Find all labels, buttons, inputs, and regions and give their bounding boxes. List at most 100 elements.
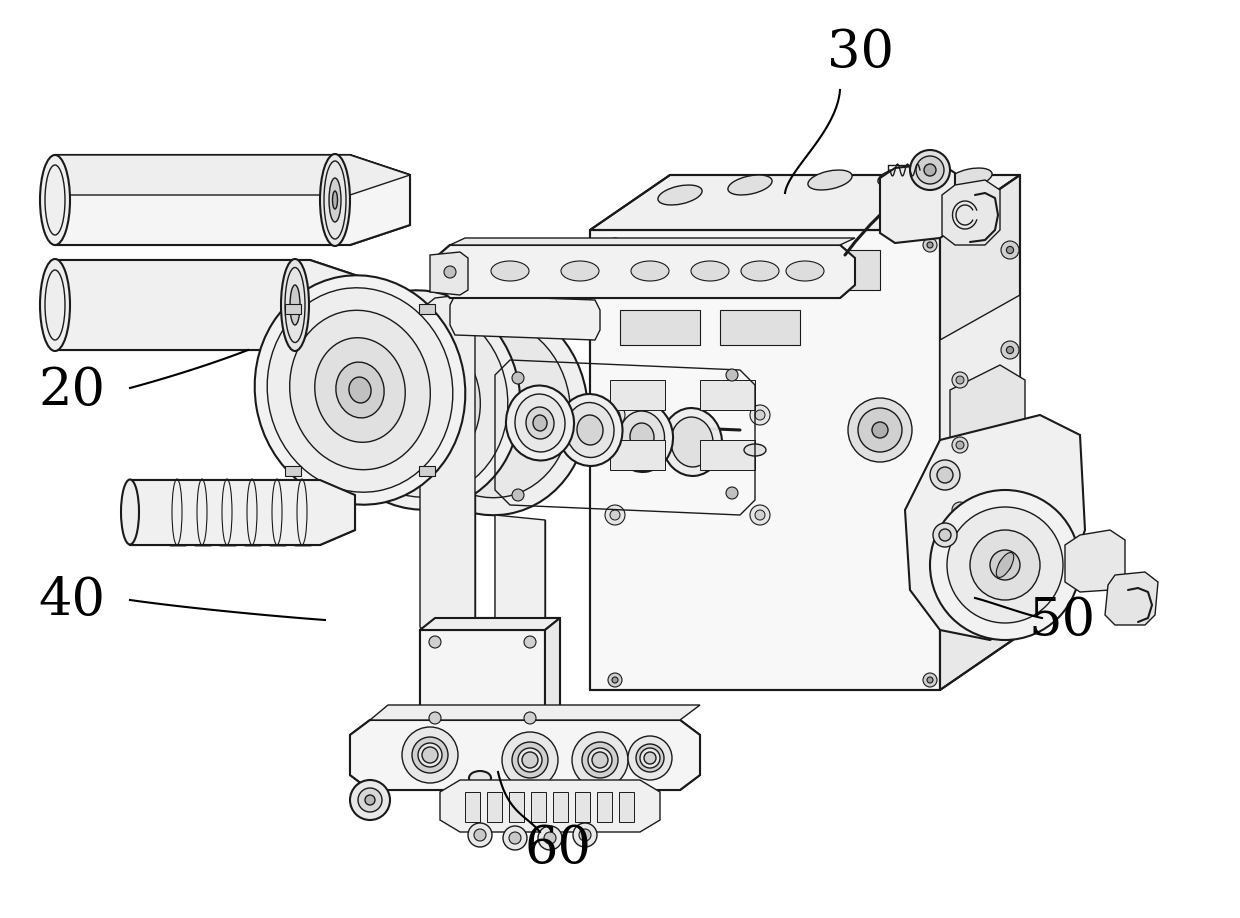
Polygon shape	[285, 466, 301, 476]
Polygon shape	[1065, 530, 1125, 592]
Circle shape	[512, 742, 548, 778]
Circle shape	[725, 369, 738, 381]
Circle shape	[930, 460, 960, 490]
Polygon shape	[420, 295, 475, 640]
Ellipse shape	[515, 394, 565, 452]
Circle shape	[579, 829, 591, 841]
Polygon shape	[435, 245, 856, 298]
Ellipse shape	[122, 479, 139, 544]
Polygon shape	[553, 792, 568, 822]
Circle shape	[608, 238, 622, 252]
Circle shape	[429, 712, 441, 724]
Ellipse shape	[526, 407, 554, 439]
Polygon shape	[620, 250, 701, 290]
Circle shape	[350, 780, 391, 820]
Polygon shape	[596, 792, 613, 822]
Polygon shape	[450, 295, 600, 340]
Circle shape	[610, 510, 620, 520]
Circle shape	[613, 677, 618, 683]
Ellipse shape	[878, 167, 923, 187]
Circle shape	[365, 795, 374, 805]
Polygon shape	[508, 792, 525, 822]
Circle shape	[947, 507, 1063, 623]
Circle shape	[508, 832, 521, 844]
Polygon shape	[419, 466, 435, 476]
Circle shape	[956, 376, 963, 384]
Circle shape	[538, 826, 562, 850]
Polygon shape	[950, 365, 1025, 495]
Circle shape	[930, 490, 1080, 640]
Text: 40: 40	[38, 575, 105, 625]
Circle shape	[990, 550, 1021, 580]
Circle shape	[412, 737, 448, 773]
Circle shape	[928, 677, 932, 683]
Circle shape	[640, 748, 660, 768]
Polygon shape	[55, 260, 370, 350]
Ellipse shape	[336, 362, 384, 418]
Circle shape	[518, 748, 542, 772]
Ellipse shape	[808, 170, 852, 190]
Ellipse shape	[392, 301, 588, 515]
Ellipse shape	[620, 411, 665, 463]
Circle shape	[956, 441, 963, 449]
Circle shape	[1001, 541, 1019, 559]
Ellipse shape	[744, 444, 766, 456]
Polygon shape	[495, 515, 546, 625]
Circle shape	[924, 164, 936, 176]
Ellipse shape	[40, 259, 69, 351]
Ellipse shape	[786, 261, 825, 281]
Polygon shape	[880, 163, 955, 243]
Polygon shape	[430, 252, 467, 295]
Ellipse shape	[658, 185, 702, 205]
Polygon shape	[285, 304, 301, 314]
Polygon shape	[370, 705, 701, 720]
Circle shape	[525, 712, 536, 724]
Ellipse shape	[290, 285, 300, 325]
Circle shape	[613, 242, 618, 248]
Polygon shape	[531, 792, 546, 822]
Circle shape	[923, 238, 937, 252]
Ellipse shape	[671, 417, 713, 467]
Circle shape	[1007, 246, 1013, 253]
Circle shape	[939, 529, 951, 541]
Circle shape	[1001, 441, 1019, 459]
Circle shape	[1007, 546, 1013, 554]
Circle shape	[755, 410, 765, 420]
Polygon shape	[905, 415, 1085, 640]
Circle shape	[608, 673, 622, 687]
Ellipse shape	[332, 303, 508, 498]
Polygon shape	[350, 720, 701, 790]
Ellipse shape	[320, 290, 521, 509]
Ellipse shape	[348, 377, 371, 403]
Ellipse shape	[560, 261, 599, 281]
Ellipse shape	[611, 402, 673, 472]
Polygon shape	[487, 792, 502, 822]
Polygon shape	[701, 440, 755, 470]
Ellipse shape	[320, 154, 350, 246]
Polygon shape	[419, 304, 435, 314]
Ellipse shape	[631, 261, 670, 281]
Ellipse shape	[691, 261, 729, 281]
Circle shape	[418, 743, 441, 767]
Circle shape	[932, 523, 957, 547]
Circle shape	[572, 732, 627, 788]
Ellipse shape	[469, 771, 491, 785]
Circle shape	[952, 372, 968, 388]
Circle shape	[910, 150, 950, 190]
Ellipse shape	[267, 287, 453, 492]
Ellipse shape	[332, 191, 337, 209]
Text: 20: 20	[38, 364, 105, 416]
Ellipse shape	[662, 408, 722, 476]
Ellipse shape	[40, 155, 69, 245]
Circle shape	[503, 826, 527, 850]
Circle shape	[502, 732, 558, 788]
Ellipse shape	[290, 310, 430, 470]
Polygon shape	[720, 250, 800, 290]
Polygon shape	[720, 310, 800, 345]
Circle shape	[999, 559, 1011, 571]
Circle shape	[848, 398, 911, 462]
Circle shape	[444, 266, 456, 278]
Circle shape	[725, 487, 738, 499]
Circle shape	[956, 506, 963, 514]
Polygon shape	[450, 238, 856, 245]
